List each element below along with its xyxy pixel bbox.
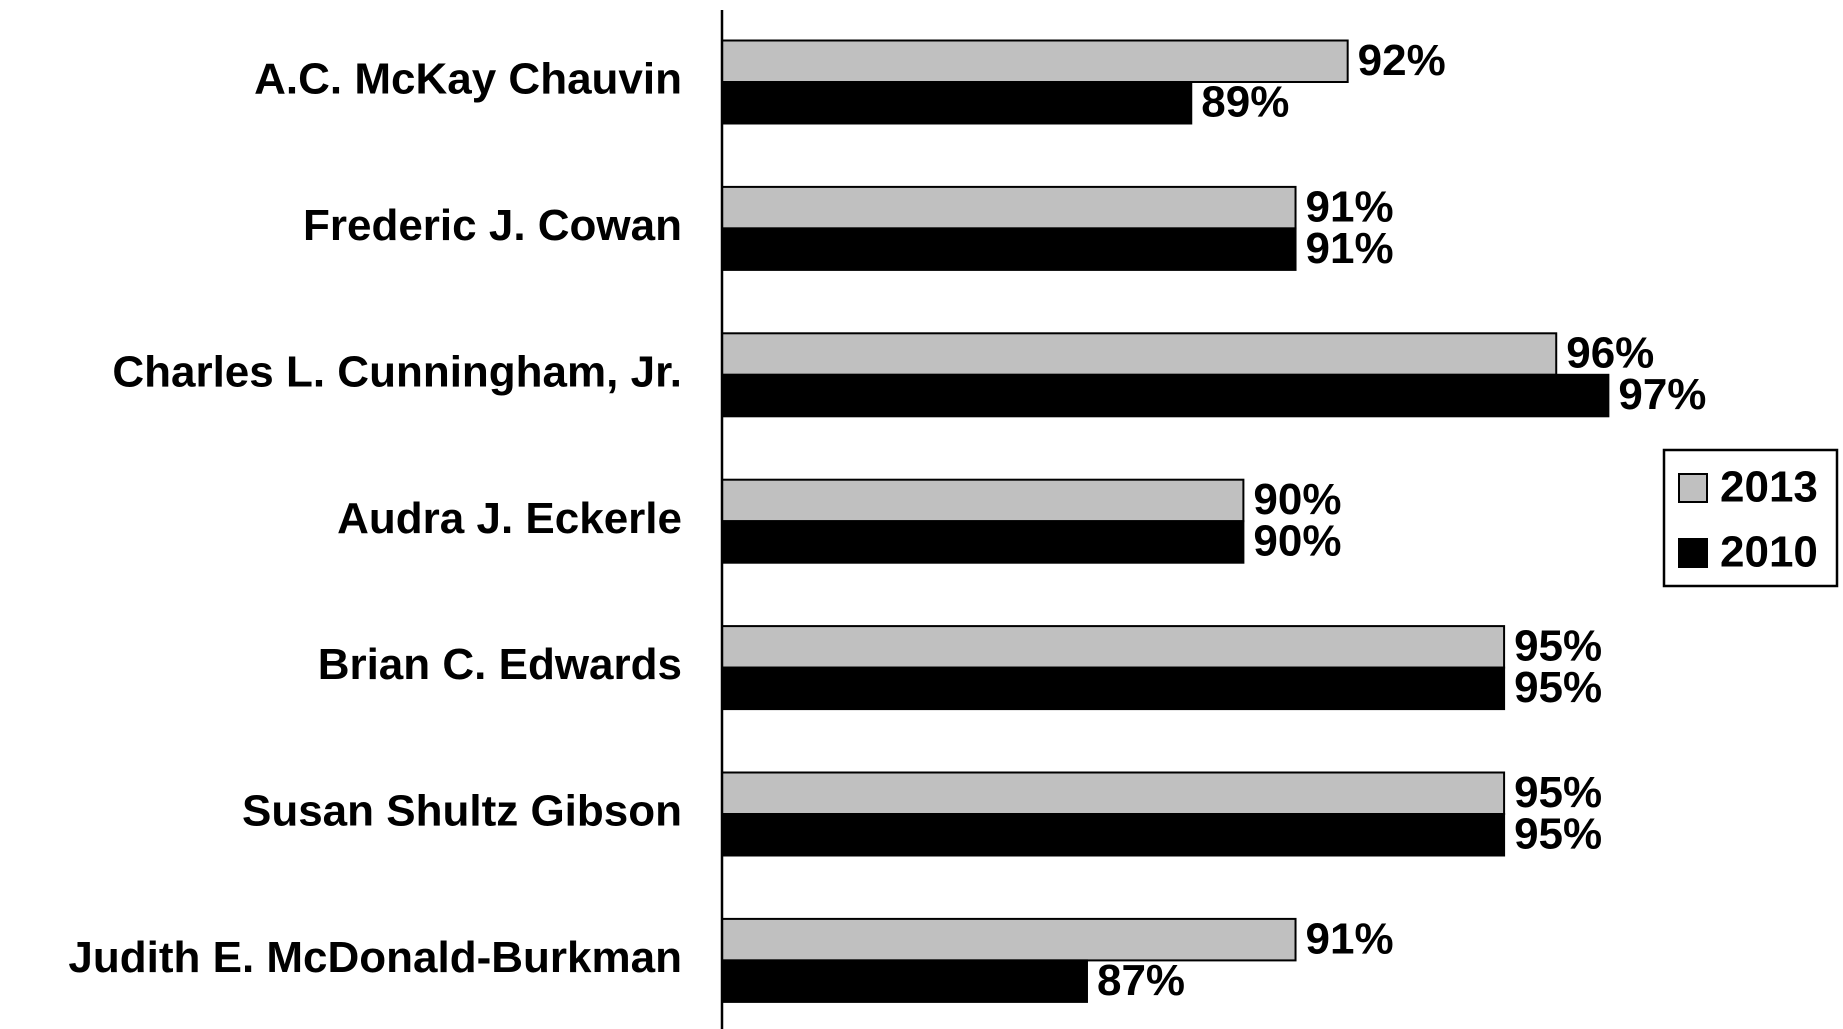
bar bbox=[721, 185, 1297, 230]
data-label: 95% bbox=[1514, 663, 1602, 712]
bar bbox=[721, 227, 1297, 271]
data-label: 90% bbox=[1253, 475, 1341, 524]
legend-label: 2013 bbox=[1720, 463, 1818, 512]
legend-swatch bbox=[1678, 473, 1708, 503]
data-label: 97% bbox=[1618, 370, 1706, 419]
bar bbox=[721, 625, 1506, 669]
category-label: Audra J. Eckerle bbox=[337, 494, 682, 543]
data-label: 87% bbox=[1097, 956, 1185, 1005]
data-label: 95% bbox=[1514, 809, 1602, 858]
data-label: 91% bbox=[1306, 914, 1394, 963]
data-label: 91% bbox=[1306, 224, 1394, 273]
data-label: 95% bbox=[1514, 621, 1602, 670]
data-label: 89% bbox=[1201, 77, 1289, 126]
data-label: 90% bbox=[1253, 517, 1341, 566]
bar bbox=[721, 771, 1506, 815]
category-label: Susan Shultz Gibson bbox=[242, 787, 682, 836]
category-label: Charles L. Cunningham, Jr. bbox=[112, 347, 682, 396]
data-label: 92% bbox=[1358, 36, 1446, 85]
category-label: Frederic J. Cowan bbox=[303, 201, 682, 250]
data-label: 91% bbox=[1306, 182, 1394, 231]
bar bbox=[721, 81, 1193, 125]
bar bbox=[721, 666, 1506, 711]
data-label: 96% bbox=[1566, 329, 1654, 378]
bar bbox=[721, 39, 1349, 83]
category-label: Judith E. McDonald-Burkman bbox=[68, 933, 682, 982]
legend-label: 2010 bbox=[1720, 528, 1818, 577]
category-label: Brian C. Edwards bbox=[318, 640, 682, 689]
bar bbox=[721, 959, 1088, 1003]
bar bbox=[721, 373, 1610, 418]
bar bbox=[721, 917, 1297, 962]
bar bbox=[721, 332, 1558, 376]
data-label: 95% bbox=[1514, 768, 1602, 817]
bar bbox=[721, 520, 1245, 564]
bar bbox=[721, 478, 1245, 523]
category-label: A.C. McKay Chauvin bbox=[254, 55, 682, 104]
bar bbox=[721, 813, 1506, 857]
legend-swatch bbox=[1678, 538, 1708, 568]
